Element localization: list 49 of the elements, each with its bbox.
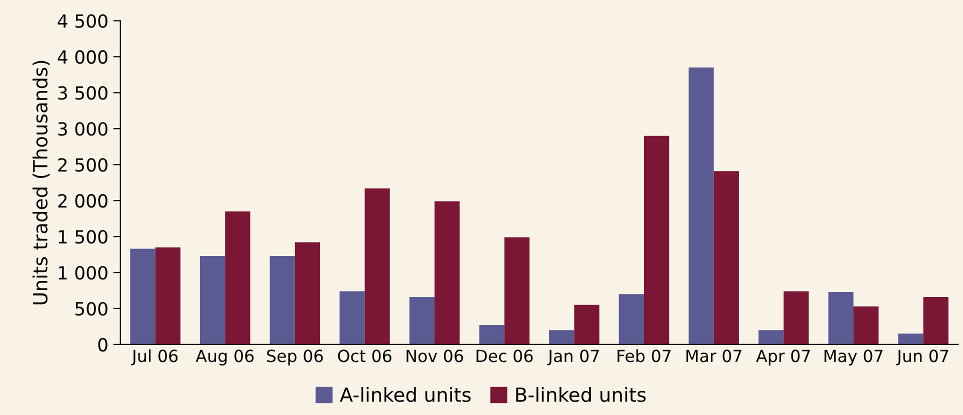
- x-tick-label: Nov 06: [406, 350, 464, 362]
- bar: [479, 325, 504, 344]
- x-tick-label: Aug 06: [196, 350, 254, 366]
- x-tick-label: Mar 07: [686, 350, 742, 362]
- bar: [644, 136, 670, 344]
- y-axis-title: Units traded (Thousands): [32, 60, 50, 304]
- bar: [200, 256, 226, 344]
- x-tick-label: Jun 07: [896, 350, 948, 366]
- x-tick-label: Jul 06: [131, 349, 178, 366]
- y-tick-label: 2 500: [58, 158, 108, 172]
- y-tick-label: 3 000: [58, 122, 108, 136]
- y-tick-label: 2 000: [58, 194, 108, 208]
- x-tick-label: Feb 07: [618, 349, 671, 362]
- bar: [784, 291, 809, 344]
- x-tick-label: Dec 06: [476, 350, 533, 362]
- y-tick-label: 0: [98, 338, 108, 352]
- y-tick-label: 1 500: [58, 230, 108, 244]
- bar: [130, 248, 156, 344]
- bar: [294, 242, 320, 344]
- bar: [155, 247, 180, 344]
- bar: [225, 211, 250, 344]
- bar: [618, 294, 644, 344]
- y-tick-label: 4 500: [58, 14, 108, 28]
- legend-label: A-linked units: [340, 386, 471, 402]
- bar: [270, 256, 295, 344]
- x-tick-label: Apr 07: [756, 350, 810, 366]
- bar: [688, 68, 714, 344]
- y-tick-label: 4 000: [58, 50, 108, 64]
- x-tick-label: May 07: [824, 350, 883, 366]
- bar: [714, 171, 739, 344]
- bar: [434, 201, 460, 344]
- x-tick-label: Sep 06: [267, 350, 323, 366]
- bar: [409, 296, 435, 344]
- bar: [853, 306, 879, 344]
- bar: [898, 334, 924, 344]
- x-tick-label: Jan 07: [547, 350, 599, 366]
- y-tick-label: 3 500: [58, 86, 108, 100]
- bar: [340, 291, 365, 344]
- bar: [828, 292, 854, 344]
- y-tick-label: 500: [76, 302, 108, 316]
- bar: [364, 188, 390, 344]
- bar: [923, 296, 948, 344]
- bar: [574, 304, 600, 344]
- y-tick-label: 1 000: [58, 266, 108, 280]
- legend-label: B-linked units: [516, 386, 646, 402]
- bar: [758, 330, 784, 344]
- bar: [549, 330, 574, 344]
- bar: [504, 237, 530, 344]
- x-tick-label: Oct 06: [338, 350, 392, 362]
